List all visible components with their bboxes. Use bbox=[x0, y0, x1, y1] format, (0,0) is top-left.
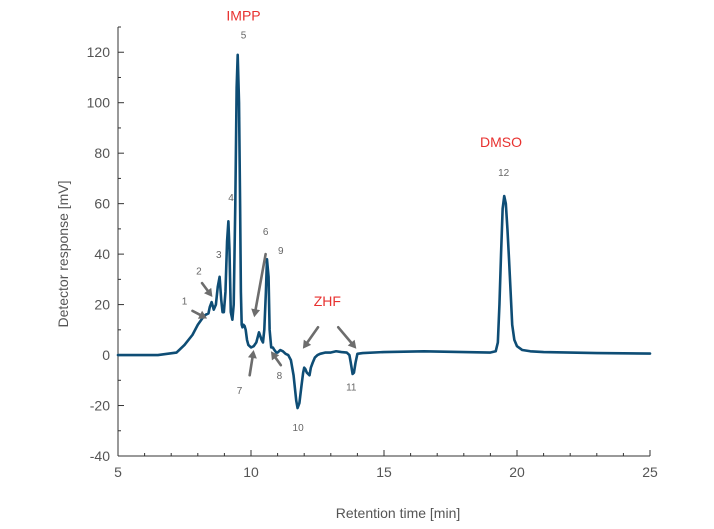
y-tick-label: -20 bbox=[90, 398, 110, 414]
y-tick-label: 60 bbox=[94, 196, 110, 212]
x-axis-title: Retention time [min] bbox=[336, 505, 461, 521]
y-tick-label: 20 bbox=[94, 297, 110, 313]
arrow-head bbox=[347, 339, 357, 349]
arrow-head bbox=[270, 351, 280, 361]
x-tick-label: 25 bbox=[642, 464, 658, 480]
arrow-shaft bbox=[248, 356, 254, 377]
y-tick-label: 120 bbox=[87, 44, 111, 60]
peak-arrow bbox=[336, 325, 357, 349]
y-tick-label: 40 bbox=[94, 246, 110, 262]
peak-arrow bbox=[200, 281, 213, 298]
y-tick-label: 0 bbox=[102, 347, 110, 363]
arrow-shaft bbox=[200, 281, 209, 292]
peak-arrow bbox=[191, 309, 208, 319]
axes bbox=[117, 27, 650, 457]
arrow-layer bbox=[191, 252, 357, 377]
arrow-head bbox=[197, 310, 208, 319]
x-axis-ticks: 5 10 15 20 25 bbox=[114, 450, 658, 480]
y-tick-label: 100 bbox=[87, 95, 111, 111]
y-tick-label: -40 bbox=[90, 448, 110, 464]
arrow-head bbox=[247, 350, 257, 359]
y-axis-ticks: -40 -20 0 20 40 60 80 100 120 bbox=[87, 26, 124, 464]
arrow-shaft bbox=[274, 356, 283, 367]
arrow-shaft bbox=[336, 325, 353, 344]
chromatogram-trace bbox=[116, 53, 652, 410]
peak-arrow bbox=[251, 252, 267, 318]
compound-label-dmso: DMSO bbox=[480, 134, 522, 150]
peak-label-3: 3 bbox=[216, 250, 222, 261]
peak-label-2: 2 bbox=[196, 266, 202, 277]
compound-label-impp: IMPP bbox=[226, 8, 260, 24]
y-tick-label: 80 bbox=[94, 145, 110, 161]
compound-labels: IMPP ZHF DMSO bbox=[226, 8, 522, 309]
trace-layer bbox=[116, 53, 652, 410]
x-tick-label: 5 bbox=[114, 464, 122, 480]
peak-arrow bbox=[247, 350, 257, 377]
peak-label-1: 1 bbox=[182, 297, 188, 308]
compound-label-zhf: ZHF bbox=[314, 293, 341, 309]
peak-label-6: 6 bbox=[263, 227, 269, 238]
arrow-shaft bbox=[254, 252, 267, 311]
y-axis-title: Detector response [mV] bbox=[55, 180, 71, 327]
x-tick-label: 20 bbox=[509, 464, 525, 480]
arrow-head bbox=[302, 339, 312, 349]
arrow-head bbox=[204, 287, 213, 298]
peak-label-7: 7 bbox=[237, 386, 243, 397]
peak-arrow bbox=[270, 351, 283, 367]
peak-label-4: 4 bbox=[228, 193, 234, 204]
peak-arrow bbox=[302, 325, 320, 349]
peak-label-12: 12 bbox=[498, 168, 510, 179]
peak-label-11: 11 bbox=[346, 382, 357, 393]
arrow-head bbox=[251, 308, 261, 318]
peak-label-8: 8 bbox=[277, 371, 283, 382]
peak-label-9: 9 bbox=[278, 246, 284, 257]
x-tick-label: 10 bbox=[243, 464, 259, 480]
arrow-shaft bbox=[306, 325, 320, 344]
peak-label-10: 10 bbox=[293, 423, 305, 434]
arrow-shaft bbox=[191, 309, 202, 317]
x-tick-label: 15 bbox=[376, 464, 392, 480]
peak-label-5: 5 bbox=[241, 30, 247, 41]
